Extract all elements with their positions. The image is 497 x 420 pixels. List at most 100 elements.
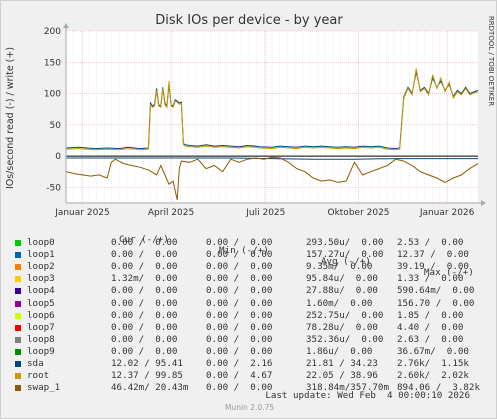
legend-avg: 293.50u/ 0.00 [306, 237, 384, 248]
legend-name: loop3 [27, 273, 55, 285]
legend-max: 36.67m/ 0.00 [397, 345, 469, 357]
legend-name: loop5 [27, 297, 55, 309]
legend-name: root [27, 370, 50, 382]
legend-avg: 95.84u/ 0.00 [306, 273, 378, 285]
legend-swatch [15, 300, 21, 307]
legend-avg: 22.05 / 38.96 [306, 370, 378, 382]
legend-min: 0.00 / 2.16 [206, 358, 273, 369]
legend-min: 0.00 / 0.00 [206, 297, 273, 309]
legend-row: loop6 0.00 / 0.00 0.00 / 0.00 252.75u/ 0.00… [1, 310, 497, 322]
legend-row: loop8 0.00 / 0.00 0.00 / 0.00 352.36u/ 0.00… [1, 334, 497, 346]
series-lines [65, 68, 479, 201]
legend-max: 2.60k/ 2.02k [397, 370, 469, 382]
legend-min: 0.00 / 0.00 [206, 345, 273, 357]
legend-swatch [15, 312, 21, 319]
legend-min: 0.00 / 0.00 [206, 321, 273, 333]
legend-swatch [15, 276, 21, 283]
legend-row: loop0 0.00 / 0.00 0.00 / 0.00 293.50u/ 0.00… [1, 237, 497, 249]
legend-avg: 157.27u/ 0.00 [306, 249, 384, 261]
legend-name: loop0 [27, 237, 55, 248]
legend-cur: 0.00 / 0.00 [111, 237, 178, 248]
legend-row: loop5 0.00 / 0.00 0.00 / 0.00 1.60m/ 0.00 15… [1, 298, 497, 310]
y-tick-label: 50 [50, 121, 62, 131]
munin-version: Munin 2.0.75 [224, 403, 275, 412]
legend-name: loop2 [27, 261, 55, 273]
legend-cur: 46.42m/ 20.43m [111, 382, 189, 394]
legend-max: 12.37 / 0.00 [397, 249, 469, 261]
legend-avg: 1.60m/ 0.00 [306, 297, 373, 309]
header-avg: Avg (-/+) [321, 256, 371, 267]
legend-min: 0.00 / 0.00 [206, 309, 273, 321]
y-tick-label: 200 [44, 27, 61, 37]
legend-name: loop7 [27, 321, 55, 333]
rrdtool-watermark: RRDTOOL / TOBI OETIKER [487, 16, 495, 106]
legend-max: 4.40 / 0.00 [397, 321, 464, 333]
chart-title: Disk IOs per device - by year [155, 13, 343, 28]
legend-name: loop8 [27, 333, 55, 345]
series-line-swap_1-read [65, 156, 479, 201]
legend-cur: 12.37 / 99.85 [111, 370, 183, 382]
axes: 200 150 100 50 0 -50 Januar 2025 April 2025 Juli… [44, 23, 486, 218]
legend-name: swap_1 [27, 382, 61, 394]
legend-cur: 0.00 / 0.00 [111, 285, 178, 297]
legend-swatch [15, 288, 21, 295]
legend-avg: 318.84m/357.70m [306, 382, 389, 394]
y-axis-arrow [63, 23, 69, 28]
y-tick-label: 0 [55, 152, 61, 162]
legend-cur: 0.00 / 0.00 [111, 249, 178, 261]
legend-swatch [15, 336, 21, 343]
x-axis-arrow [481, 200, 486, 206]
legend-cur: 1.32m/ 0.00 [111, 273, 178, 285]
legend-max: 1.33 / 0.00 [397, 273, 464, 285]
legend-min: 0.00 / 0.00 [206, 249, 273, 261]
legend-swatch [15, 264, 21, 271]
legend-min: 0.00 / 0.00 [206, 261, 273, 273]
legend-avg: 252.75u/ 0.00 [306, 309, 384, 321]
legend-min: 0.00 / 0.00 [206, 285, 273, 297]
legend-name: loop1 [27, 249, 55, 261]
legend-cur: 0.00 / 0.00 [111, 297, 178, 309]
x-tick-label: Juli 2025 [245, 208, 285, 218]
legend-max: 590.64m/ 0.00 [397, 285, 475, 297]
legend-max: 2.53 / 0.00 [397, 237, 464, 248]
y-tick-label: 100 [44, 90, 61, 100]
header-cur: Cur (-/+) [119, 234, 169, 245]
legend-min: 0.00 / 4.67 [206, 370, 273, 382]
legend-row: root 12.37 / 99.85 0.00 / 4.67 22.05 / 38.9… [1, 370, 497, 382]
x-tick-label: Oktober 2025 [327, 208, 389, 218]
legend-row: loop1 0.00 / 0.00 0.00 / 0.00 157.27u/ 0.00… [1, 249, 497, 261]
legend-max: 2.76k/ 1.15k [397, 358, 469, 369]
legend-max: 894.06 / 3.82k [397, 382, 480, 394]
legend-avg: 27.88u/ 0.00 [306, 285, 378, 297]
x-tick-label: April 2025 [148, 208, 194, 218]
legend-avg: 9.35m/ 0.00 [306, 261, 373, 273]
legend-avg: 21.81 / 34.23 [306, 358, 378, 369]
legend-cur: 12.02 / 95.41 [111, 358, 183, 369]
legend-avg: 78.28u/ 0.00 [306, 321, 378, 333]
legend-row: loop7 0.00 / 0.00 0.00 / 0.00 78.28u/ 0.00 4… [1, 322, 497, 334]
legend-cur: 0.00 / 0.00 [111, 333, 178, 345]
legend-min: 0.00 / 0.00 [206, 273, 273, 285]
legend-row: loop9 0.00 / 0.00 0.00 / 0.00 1.86u/ 0.00 36… [1, 346, 497, 358]
legend-header: Cur (-/+) Min (-/+) Avg (-/+) Max (-/+) [1, 223, 497, 278]
legend-row: loop3 1.32m/ 0.00 0.00 / 0.00 95.84u/ 0.00 1… [1, 273, 497, 285]
legend-row: loop2 0.00 / 0.00 0.00 / 0.00 9.35m/ 0.00 39… [1, 261, 497, 273]
legend-row: swap_1 46.42m/ 20.43m 0.00 / 0.00 318.84m/3… [1, 382, 497, 394]
x-tick-label: Januar 2025 [54, 208, 110, 218]
legend-cur: 0.00 / 0.00 [111, 261, 178, 273]
legend-swatch [15, 373, 21, 380]
series-line-root-write [65, 68, 479, 151]
legend-swatch [15, 385, 21, 392]
legend-swatch [15, 240, 21, 246]
series-line-sda-read [66, 157, 478, 160]
last-update: Last update: Wed Feb 4 00:00:10 2026 [265, 390, 470, 401]
legend-name: loop6 [27, 309, 55, 321]
legend-name: sda [27, 358, 44, 369]
legend-cur: 0.00 / 0.00 [111, 321, 178, 333]
header-max: Max (-/+) [424, 267, 474, 278]
legend-min: 0.00 / 0.00 [206, 237, 273, 248]
legend-min: 0.00 / 0.00 [206, 333, 273, 345]
legend-max: 156.70 / 0.00 [397, 297, 475, 309]
header-min: Min (-/+) [219, 245, 269, 256]
